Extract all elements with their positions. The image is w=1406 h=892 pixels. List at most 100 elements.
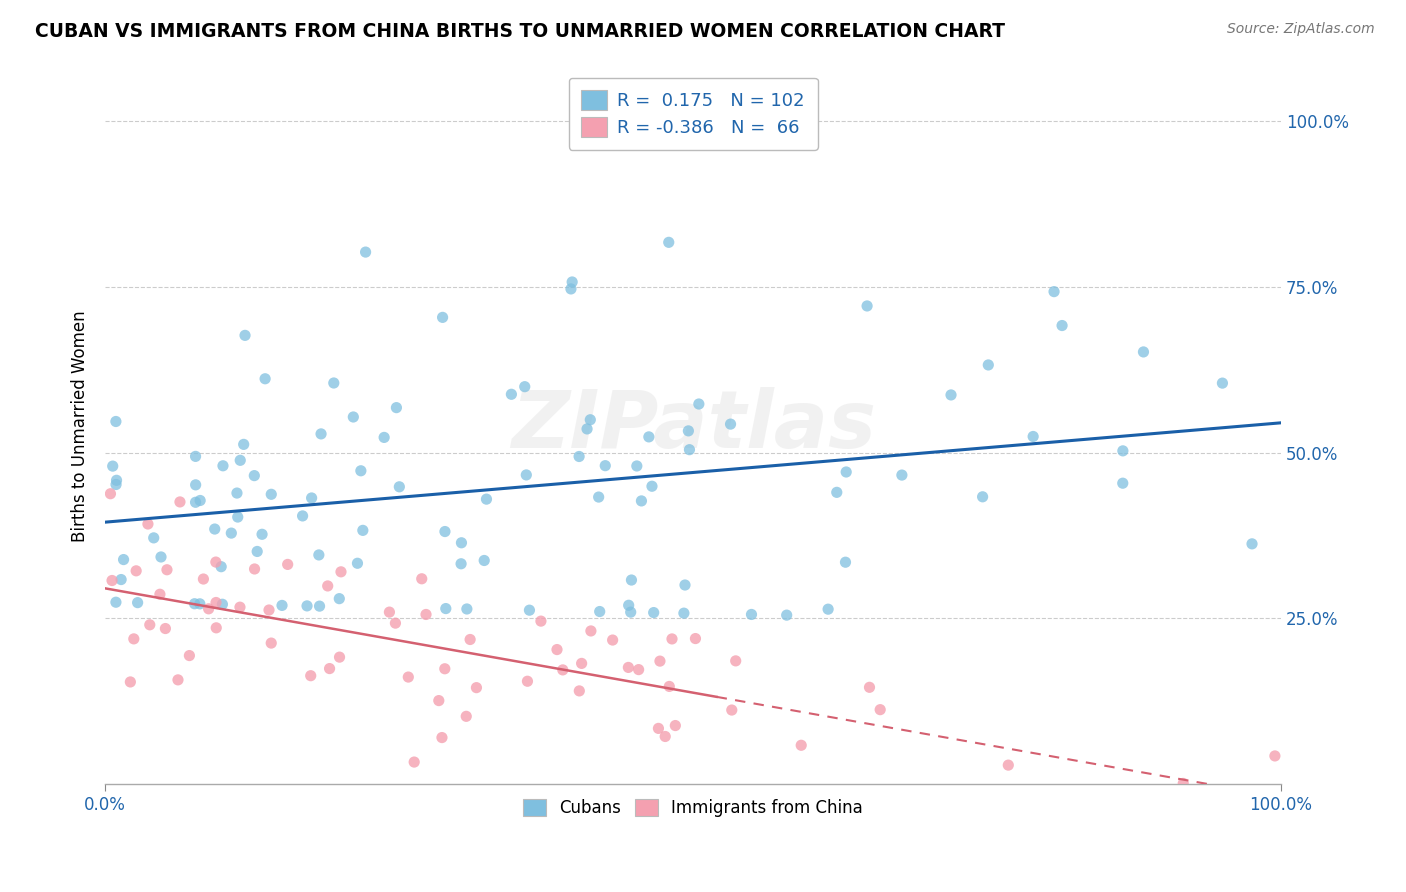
Point (589, 605, 612, 619)
Point (112, 552, 135, 566)
Point (661, 632, 683, 646)
Point (1050, 318, 1073, 333)
Point (972, 490, 994, 504)
Point (104, 595, 127, 609)
Point (204, 522, 226, 536)
Point (328, 650, 350, 665)
Point (122, 632, 145, 646)
Point (770, 797, 793, 812)
Point (869, 703, 891, 717)
Point (354, 245, 377, 260)
Point (277, 558, 299, 572)
Point (295, 599, 318, 613)
Point (101, 459, 124, 474)
Point (475, 492, 498, 507)
Point (156, 563, 179, 577)
Point (308, 548, 330, 562)
Point (648, 654, 671, 668)
Point (817, 602, 839, 616)
Point (579, 624, 602, 638)
Point (184, 478, 207, 492)
Point (211, 597, 233, 611)
Point (620, 605, 643, 619)
Point (205, 595, 228, 609)
Point (155, 622, 177, 636)
Point (551, 663, 574, 677)
Point (593, 458, 616, 473)
Point (342, 409, 364, 424)
Text: CUBAN VS IMMIGRANTS FROM CHINA BIRTHS TO UNMARRIED WOMEN CORRELATION CHART: CUBAN VS IMMIGRANTS FROM CHINA BIRTHS TO… (35, 22, 1005, 41)
Point (790, 739, 813, 753)
Point (105, 477, 128, 491)
Point (384, 616, 406, 631)
Point (641, 479, 664, 493)
Point (330, 565, 353, 579)
Point (856, 299, 879, 313)
Point (243, 468, 266, 483)
Point (197, 602, 219, 616)
Point (546, 642, 568, 657)
Point (432, 310, 454, 325)
Point (501, 387, 523, 401)
Point (740, 607, 762, 622)
Point (678, 442, 700, 457)
Point (626, 458, 648, 473)
Point (183, 597, 205, 611)
Point (472, 553, 495, 567)
Point (125, 564, 148, 578)
Point (571, 657, 593, 671)
Point (226, 486, 249, 500)
Point (309, 426, 332, 441)
Point (291, 508, 314, 523)
Point (212, 458, 235, 473)
Point (568, 450, 591, 464)
Point (316, 579, 339, 593)
Point (602, 633, 624, 648)
Text: Source: ZipAtlas.com: Source: ZipAtlas.com (1227, 22, 1375, 37)
Point (299, 669, 322, 683)
Point (1211, 376, 1233, 391)
Point (433, 524, 456, 539)
Point (456, 709, 478, 723)
Point (308, 599, 330, 614)
Point (673, 578, 696, 592)
Point (1132, 345, 1154, 359)
Point (1240, 537, 1263, 551)
Point (997, 758, 1019, 772)
Point (434, 601, 457, 615)
Legend: Cubans, Immigrants from China: Cubans, Immigrants from China (515, 790, 872, 825)
Point (396, 670, 419, 684)
Point (104, 415, 127, 429)
Point (378, 605, 401, 619)
Point (229, 600, 252, 615)
Point (150, 549, 173, 564)
Point (579, 413, 602, 427)
Point (561, 275, 583, 289)
Point (720, 417, 742, 431)
Point (465, 681, 488, 695)
Point (149, 587, 172, 601)
Point (105, 473, 128, 487)
Point (246, 544, 269, 558)
Point (184, 450, 207, 464)
Point (260, 636, 283, 650)
Point (458, 632, 481, 647)
Point (404, 755, 426, 769)
Point (720, 703, 742, 717)
Point (560, 282, 582, 296)
Point (519, 603, 541, 617)
Point (658, 680, 681, 694)
Point (250, 527, 273, 541)
Point (415, 607, 437, 622)
Point (568, 684, 591, 698)
Point (1022, 429, 1045, 443)
Point (233, 328, 256, 343)
Point (647, 722, 669, 736)
Point (254, 372, 277, 386)
Point (530, 614, 553, 628)
Point (328, 591, 350, 606)
Point (169, 495, 191, 509)
Point (142, 531, 165, 545)
Point (1173, 776, 1195, 790)
Point (188, 493, 211, 508)
